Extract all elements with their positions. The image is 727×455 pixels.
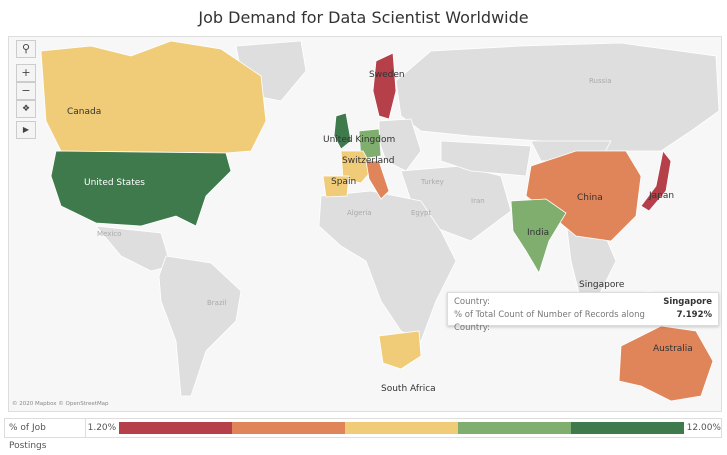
country-canada xyxy=(40,40,267,154)
search-icon[interactable]: ⚲ xyxy=(16,40,36,58)
legend-color-bar xyxy=(119,422,684,434)
tooltip-percent-label: % of Total Count of Number of Records al… xyxy=(454,310,645,333)
legend-band-orange xyxy=(232,422,345,434)
chart-title: Job Demand for Data Scientist Worldwide xyxy=(198,8,529,27)
label-switzerland: Switzerland xyxy=(342,156,395,166)
color-legend: % of Job Postings 1.20% 12.00% xyxy=(4,418,722,451)
tooltip-country-value: Singapore xyxy=(663,297,712,307)
zoom-out-button[interactable]: − xyxy=(16,82,36,100)
label-singapore: Singapore xyxy=(579,280,625,290)
label-australia: Australia xyxy=(653,344,693,354)
legend-band-yellow xyxy=(344,422,458,434)
legend-band-red xyxy=(119,422,233,434)
country-japan xyxy=(640,150,672,212)
country-south-africa xyxy=(378,330,422,370)
central-asia xyxy=(440,140,532,177)
bg-label-algeria: Algeria xyxy=(347,209,372,217)
world-map[interactable]: Canada United States United Kingdom Swed… xyxy=(8,36,722,412)
tooltip-percent-value: 7.192% xyxy=(676,310,712,320)
map-attribution[interactable]: © 2020 Mapbox © OpenStreetMap xyxy=(12,401,109,407)
country-spain xyxy=(322,175,350,198)
legend-band-light-green xyxy=(457,422,571,434)
country-australia xyxy=(618,325,714,402)
tooltip: Country: Singapore % of Total Count of Nu… xyxy=(447,292,719,333)
legend-title: % of Job Postings xyxy=(5,419,86,451)
south-america xyxy=(158,255,242,397)
zoom-in-button[interactable]: + xyxy=(16,64,36,82)
country-sweden xyxy=(372,52,397,120)
label-sweden: Sweden xyxy=(369,70,405,80)
bg-label-russia: Russia xyxy=(589,77,612,85)
legend-min: 1.20% xyxy=(87,423,117,433)
label-canada: Canada xyxy=(67,107,102,117)
country-united-states xyxy=(50,150,232,227)
bg-label-turkey: Turkey xyxy=(421,178,444,186)
label-india: India xyxy=(527,228,550,238)
legend-band-dark-green xyxy=(570,422,684,434)
legend-max: 12.00% xyxy=(686,423,721,433)
bg-label-egypt: Egypt xyxy=(411,209,432,217)
label-south-africa: South Africa xyxy=(381,384,436,394)
label-china: China xyxy=(577,193,603,203)
bg-label-iran: Iran xyxy=(471,197,485,205)
reset-map-icon[interactable]: ❖ xyxy=(16,100,36,118)
bg-label-brazil: Brazil xyxy=(207,299,227,307)
expand-arrow-icon[interactable]: ▶ xyxy=(16,121,36,139)
label-united-states: United States xyxy=(84,178,145,188)
africa xyxy=(318,190,457,342)
tooltip-country-label: Country: xyxy=(454,297,491,307)
country-france-switzerland xyxy=(340,150,374,184)
country-germany xyxy=(358,128,382,160)
russia xyxy=(395,42,720,152)
label-united-kingdom: United Kingdom xyxy=(323,135,396,145)
country-united-kingdom xyxy=(333,112,352,150)
mexico xyxy=(95,225,172,272)
country-italy xyxy=(365,160,390,200)
country-india xyxy=(510,198,567,274)
label-spain: Spain xyxy=(331,177,357,187)
bg-label-mexico: Mexico xyxy=(97,230,122,238)
label-japan: Japan xyxy=(649,191,675,201)
map-toolbar: ⚲ + − ❖ ▶ xyxy=(16,40,36,139)
